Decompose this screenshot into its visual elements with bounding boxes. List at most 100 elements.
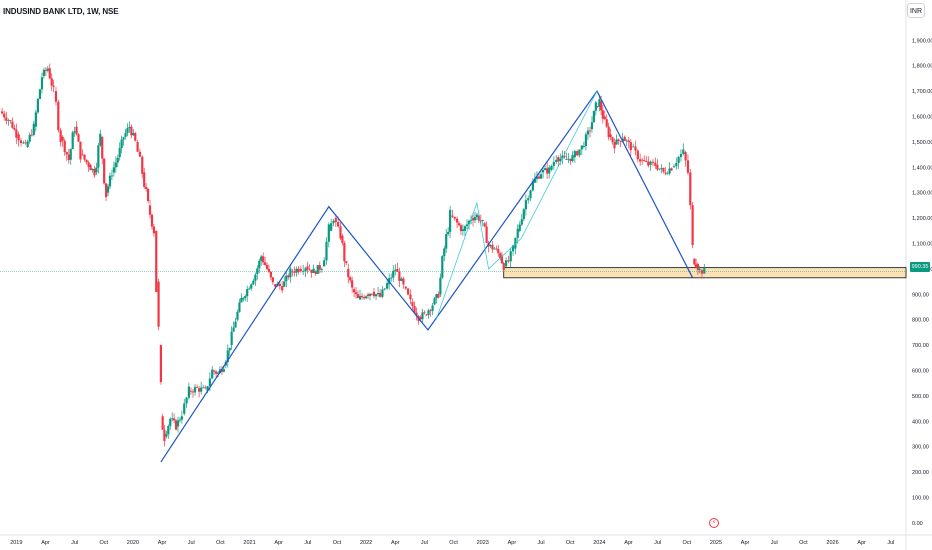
- y-tick-label: 1,200.00: [912, 216, 932, 222]
- y-tick-label: 1,100.00: [912, 242, 932, 248]
- candle-body: [617, 139, 620, 141]
- candle-body: [106, 186, 110, 193]
- candle-body: [463, 226, 467, 231]
- x-tick-label: Oct: [333, 540, 342, 546]
- candle-body: [283, 281, 286, 287]
- y-tick-label: 200.00: [912, 470, 929, 476]
- candle-body: [559, 158, 562, 162]
- candle-body: [636, 150, 639, 160]
- candle-body: [238, 302, 241, 312]
- candle-body: [323, 260, 326, 267]
- candle-body: [376, 292, 380, 295]
- candle-body: [103, 158, 106, 184]
- candle-body: [312, 268, 315, 273]
- candle-body: [130, 126, 133, 136]
- candle-body: [370, 293, 374, 295]
- candle-body: [698, 268, 701, 270]
- y-tick-label: 800.00: [912, 318, 929, 324]
- candle-body: [516, 228, 519, 238]
- candle-body: [3, 113, 6, 118]
- candle-body: [234, 321, 237, 328]
- candle-body: [465, 224, 469, 227]
- candle-body: [334, 218, 337, 223]
- candle-body: [374, 294, 378, 297]
- candle-body: [590, 122, 594, 130]
- candle-body: [213, 370, 216, 372]
- candle-body: [639, 159, 642, 162]
- candle-body: [524, 200, 527, 210]
- candle-body: [11, 121, 14, 128]
- candle-body: [598, 99, 601, 107]
- candle-body: [87, 162, 90, 167]
- candle-body: [594, 102, 597, 111]
- candle-body: [514, 237, 517, 249]
- y-tick-label: 100.00: [912, 496, 929, 502]
- candle-body: [453, 216, 456, 219]
- candle-body: [267, 268, 271, 272]
- candle-body: [580, 145, 583, 150]
- candle-body: [341, 235, 344, 243]
- candle-body: [467, 220, 471, 225]
- candle-body: [423, 312, 426, 314]
- candle-body: [89, 164, 92, 171]
- candle-body: [527, 198, 530, 201]
- candle-body: [419, 317, 422, 320]
- currency-button[interactable]: INR: [907, 3, 925, 18]
- x-tick-label: Jul: [654, 540, 661, 546]
- candle-body: [167, 425, 170, 435]
- candle-body: [421, 312, 424, 320]
- x-tick-label: 2022: [360, 540, 372, 546]
- candle-body: [662, 167, 665, 172]
- x-tick-label: Jul: [771, 540, 778, 546]
- candle-body: [365, 296, 368, 299]
- candle-body: [124, 133, 127, 137]
- candle-body: [73, 131, 76, 133]
- candle-body: [343, 242, 346, 262]
- candle-body: [358, 295, 362, 300]
- candle-body: [518, 224, 521, 231]
- candle-body: [691, 205, 694, 246]
- candle-body: [256, 268, 259, 274]
- candle-body: [295, 268, 298, 273]
- candle-body: [211, 369, 214, 379]
- x-tick-label: 2019: [10, 540, 22, 546]
- candle-body: [368, 293, 372, 297]
- y-tick-label: 1,400.00: [912, 165, 932, 171]
- candle-body: [101, 136, 104, 159]
- candle-body: [302, 271, 305, 272]
- candle-body: [108, 175, 112, 187]
- candle-body: [619, 140, 622, 142]
- candle-body: [42, 69, 46, 76]
- candle-body: [349, 277, 352, 281]
- candle-body: [565, 158, 568, 160]
- candle-body: [544, 168, 547, 170]
- x-tick-label: Oct: [216, 540, 225, 546]
- candle-body: [686, 160, 690, 173]
- candle-body: [641, 159, 644, 161]
- candle-body: [473, 217, 477, 221]
- candle-body: [197, 388, 201, 392]
- candle-body: [407, 288, 410, 295]
- candle-body: [457, 223, 461, 226]
- flash-icon[interactable]: ⚡: [709, 518, 719, 528]
- candle-body: [69, 149, 72, 160]
- candle-body: [330, 223, 333, 231]
- candle-body: [138, 151, 142, 157]
- y-tick-label: 900.00: [912, 292, 929, 298]
- candle-body: [495, 248, 498, 250]
- candle-body: [240, 297, 243, 303]
- candle-body: [318, 265, 321, 270]
- candle-body: [360, 295, 364, 298]
- candle-body: [306, 266, 309, 270]
- candle-body: [489, 244, 492, 247]
- x-tick-label: 2020: [127, 540, 139, 546]
- candle-body: [537, 176, 541, 179]
- candle-body: [274, 284, 277, 287]
- candle-body: [475, 214, 479, 218]
- x-tick-label: Apr: [508, 540, 517, 546]
- candle-body: [79, 141, 82, 160]
- candle-body: [531, 181, 534, 191]
- y-tick-label: 1,700.00: [912, 89, 932, 95]
- candle-body: [54, 91, 58, 102]
